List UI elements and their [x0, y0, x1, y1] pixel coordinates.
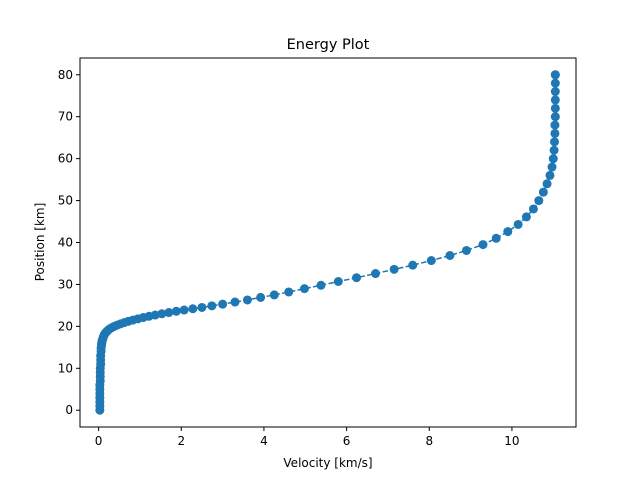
y-axis: 0 10 20 30 40 50 60 70 80	[58, 68, 80, 417]
data-point	[513, 219, 523, 229]
data-point	[299, 284, 309, 294]
data-point	[157, 309, 167, 319]
y-tick-label: 30	[58, 277, 73, 291]
data-point	[550, 120, 560, 130]
data-point	[491, 233, 501, 243]
data-point	[547, 162, 557, 172]
data-point	[426, 256, 436, 266]
x-tick-label: 8	[425, 434, 433, 448]
x-tick-label: 10	[504, 434, 519, 448]
x-tick-label: 0	[95, 434, 103, 448]
data-point	[550, 95, 560, 105]
data-point	[549, 145, 559, 155]
y-tick-label: 40	[58, 236, 73, 250]
data-point	[207, 301, 217, 311]
y-tick-label: 10	[58, 361, 73, 375]
data-point	[352, 273, 362, 283]
data-point	[528, 204, 538, 214]
data-point	[550, 112, 560, 122]
data-point	[550, 70, 560, 80]
data-point	[548, 154, 558, 164]
series-layer	[95, 70, 560, 415]
data-point	[538, 187, 548, 197]
y-tick-label: 20	[58, 319, 73, 333]
x-tick-label: 4	[260, 434, 268, 448]
x-axis: 0 2 4 6 8 10	[95, 427, 520, 448]
data-point	[445, 250, 455, 260]
data-point	[197, 302, 207, 312]
data-point	[171, 306, 181, 316]
data-point	[230, 297, 240, 307]
data-point	[164, 308, 174, 318]
data-point	[550, 78, 560, 88]
y-tick-label: 50	[58, 194, 73, 208]
data-point	[408, 260, 418, 270]
axes-background	[80, 58, 576, 427]
data-point	[284, 287, 294, 297]
data-point	[534, 196, 544, 206]
y-tick-label: 80	[58, 68, 73, 82]
data-point	[550, 87, 560, 97]
data-point	[461, 245, 471, 255]
y-tick-label: 70	[58, 110, 73, 124]
data-point	[550, 128, 560, 138]
chart-title: Energy Plot	[287, 37, 370, 53]
x-tick-label: 6	[343, 434, 351, 448]
data-point	[242, 295, 252, 305]
data-point	[316, 280, 326, 290]
data-point	[478, 240, 488, 250]
plot-area	[80, 58, 576, 427]
data-point	[542, 179, 552, 189]
y-tick-label: 60	[58, 152, 73, 166]
data-point	[503, 227, 513, 237]
data-point	[269, 290, 279, 300]
data-point	[188, 304, 198, 314]
data-point	[521, 212, 531, 222]
y-axis-label: Position [km]	[33, 203, 47, 282]
data-point	[371, 269, 381, 279]
x-axis-label: Velocity [km/s]	[283, 456, 372, 470]
data-point	[333, 276, 343, 286]
data-point	[550, 137, 560, 147]
data-point	[218, 299, 228, 309]
data-point	[545, 170, 555, 180]
data-point	[179, 305, 189, 315]
y-tick-label: 0	[65, 403, 73, 417]
data-point	[389, 264, 399, 274]
x-tick-label: 2	[177, 434, 185, 448]
data-point	[550, 103, 560, 113]
data-point	[256, 292, 266, 302]
